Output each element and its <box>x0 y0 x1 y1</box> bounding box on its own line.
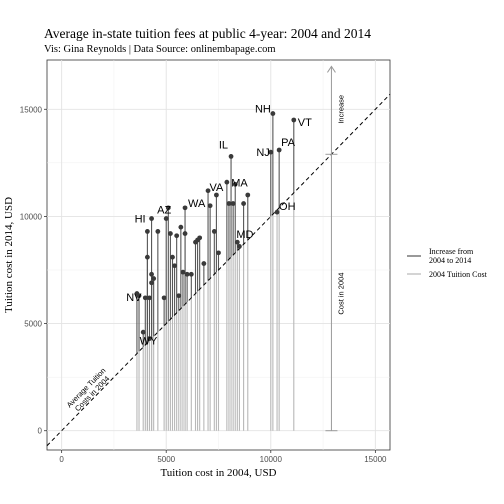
y-tick-label: 5000 <box>24 320 42 329</box>
point-label: NV <box>126 292 142 304</box>
point-label: VA <box>209 182 224 194</box>
point-label: OH <box>279 201 296 213</box>
y-tick-label: 10000 <box>20 212 43 221</box>
data-point <box>237 244 242 249</box>
segments <box>136 113 295 431</box>
point-label: HI <box>135 214 146 226</box>
data-point <box>178 224 184 230</box>
y-tick-label: 15000 <box>20 105 43 114</box>
point-label: AZ <box>157 205 171 217</box>
x-axis-label: Tuition cost in 2004, USD <box>160 467 276 479</box>
y-tick-label: 0 <box>38 427 43 436</box>
data-point <box>182 231 188 236</box>
data-point <box>245 192 251 198</box>
point-label: WY <box>140 336 158 348</box>
data-point <box>230 201 236 206</box>
axes: 0 5000 10000 15000 0 5000 10000 15000 <box>20 105 387 464</box>
data-point <box>207 203 213 209</box>
data-point <box>180 269 186 275</box>
data-point <box>241 201 246 206</box>
data-point <box>167 231 173 236</box>
data-point <box>226 201 232 206</box>
data-point <box>165 205 171 211</box>
legend-label: 2004 Tuition Cost <box>429 270 488 279</box>
data-point <box>224 179 230 185</box>
annotation-arrow: Cost in 2004 Increase <box>325 65 345 432</box>
data-point <box>163 216 169 221</box>
x-tick-label: 15000 <box>364 455 387 464</box>
data-point <box>140 329 146 335</box>
arrow-head <box>327 65 336 73</box>
point-label: IL <box>219 139 228 151</box>
data-point <box>136 293 142 299</box>
data-point <box>216 250 221 256</box>
data-point <box>214 192 219 198</box>
diagonal-line <box>46 93 391 447</box>
data-point <box>234 239 240 245</box>
point-label: PA <box>281 137 296 149</box>
chart-title: Average in-state tuition fees at public … <box>44 26 371 41</box>
data-point <box>147 336 152 341</box>
data-point <box>174 233 180 239</box>
x-tick-label: 10000 <box>260 455 283 464</box>
data-point <box>182 205 188 211</box>
data-point <box>149 271 154 277</box>
point-label: WA <box>188 198 206 210</box>
data-point <box>142 295 148 301</box>
data-point <box>188 271 194 277</box>
data-point <box>276 147 282 153</box>
data-point <box>149 280 154 286</box>
x-tick-label: 5000 <box>157 455 175 464</box>
data-point <box>205 188 211 194</box>
data-point <box>184 271 190 277</box>
legend-label: Increase from 2004 to 2014 <box>429 247 474 265</box>
data-point <box>197 235 203 241</box>
cost-in-2004-label: Cost in 2004 <box>336 273 345 315</box>
data-point <box>201 261 207 266</box>
data-point <box>170 254 175 260</box>
chart-subtitle: Vis: Gina Reynolds | Data Source: online… <box>44 44 276 55</box>
point-label: VT <box>298 117 312 129</box>
legend: Increase from 2004 to 2014 2004 Tuition Co… <box>407 247 488 279</box>
data-point <box>149 216 154 221</box>
data-point <box>151 276 157 281</box>
data-point <box>291 117 297 123</box>
data-points <box>134 111 297 341</box>
data-point <box>211 229 217 234</box>
x-tick-label: 0 <box>59 455 64 464</box>
data-point <box>172 263 177 269</box>
data-point <box>268 149 274 155</box>
data-point <box>155 229 161 234</box>
y-axis-label: Tuition cost in 2014, USD <box>3 197 15 313</box>
data-point <box>161 295 167 301</box>
point-label: NJ <box>256 147 269 159</box>
data-point <box>228 154 234 159</box>
point-label: MD <box>236 229 253 241</box>
data-point <box>176 293 182 299</box>
data-point <box>144 254 150 260</box>
increase-label: Increase <box>336 95 345 124</box>
data-point <box>144 229 150 234</box>
data-point <box>274 209 280 215</box>
point-label: MA <box>231 177 248 189</box>
point-label: NH <box>255 104 271 116</box>
data-point <box>147 295 152 301</box>
data-point <box>270 111 276 116</box>
data-point <box>232 181 238 187</box>
